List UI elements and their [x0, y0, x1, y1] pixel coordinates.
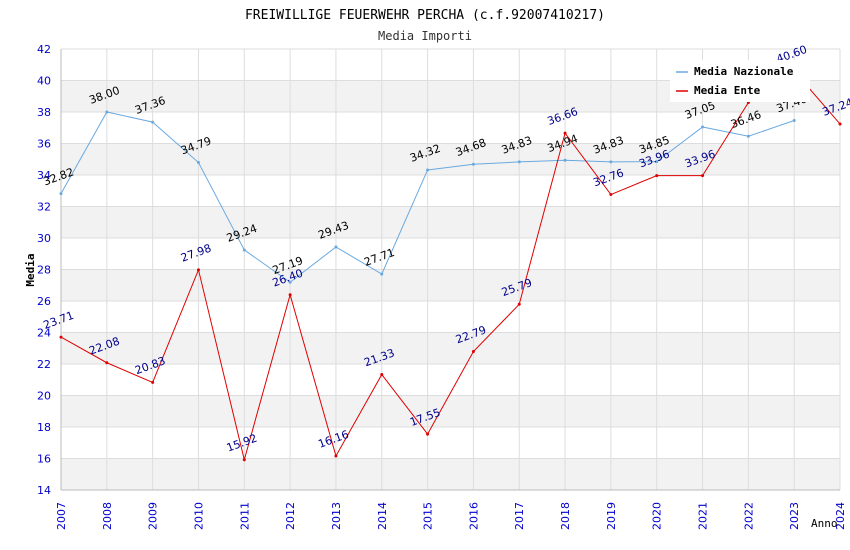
data-point: [701, 174, 705, 178]
y-tick-label: 18: [37, 421, 51, 434]
x-tick-label: 2008: [101, 502, 114, 530]
data-point: [380, 272, 384, 276]
band-30: [61, 206, 840, 238]
y-tick-label: 14: [37, 484, 51, 497]
data-point: [288, 293, 292, 297]
x-tick-label: 2012: [284, 502, 297, 530]
x-tick-label: 2010: [192, 502, 205, 530]
data-point: [838, 122, 842, 126]
data-point: [609, 160, 613, 164]
data-label: 23.71: [42, 309, 76, 332]
data-point: [792, 119, 796, 123]
data-point: [59, 335, 63, 339]
y-tick-label: 34: [37, 169, 51, 182]
data-point: [471, 350, 475, 354]
y-tick-labels: 14 16 18 20 22 24 26 28 30 32 34 36 38 40 42: [37, 43, 51, 497]
x-tick-labels: 2007 2008 2009 2010 2011 2012 2013 2014 2015 2016…: [55, 502, 847, 530]
data-point: [517, 302, 521, 306]
band-22: [61, 332, 840, 364]
data-label: 27.71: [362, 246, 396, 269]
y-tick-label: 42: [37, 43, 51, 56]
y-tick-label: 22: [37, 358, 51, 371]
data-point: [334, 454, 338, 458]
y-tick-label: 30: [37, 232, 51, 245]
data-point: [288, 280, 292, 284]
data-point: [426, 168, 430, 172]
data-point: [746, 134, 750, 138]
chart-subtitle: Media Importi: [378, 29, 472, 43]
legend-label-nazionale: Media Nazionale: [694, 65, 794, 78]
data-point: [151, 380, 155, 384]
x-tick-label: 2018: [559, 502, 572, 530]
y-tick-label: 24: [37, 327, 51, 340]
x-axis-label: Anno: [811, 517, 838, 530]
x-tick-label: 2015: [422, 502, 435, 530]
x-tick-label: 2021: [697, 502, 710, 530]
y-tick-label: 20: [37, 390, 51, 403]
data-label: 27.98: [179, 242, 213, 265]
data-point: [701, 125, 705, 129]
x-tick-label: 2017: [513, 502, 526, 530]
x-tick-label: 2019: [605, 502, 618, 530]
band-26: [61, 269, 840, 301]
band-34: [61, 143, 840, 175]
x-tick-label: 2023: [788, 502, 801, 530]
data-point: [426, 432, 430, 436]
band-18: [61, 395, 840, 427]
data-point: [105, 110, 109, 114]
data-point: [471, 162, 475, 166]
x-tick-label: 2020: [651, 502, 664, 530]
legend: Media Nazionale Media Ente: [670, 60, 810, 102]
band-14: [61, 458, 840, 490]
x-tick-label: 2016: [467, 502, 480, 530]
background-bands: [61, 80, 840, 490]
data-point: [334, 245, 338, 249]
data-point: [242, 248, 246, 252]
data-point: [655, 160, 659, 164]
data-point: [151, 120, 155, 124]
x-tick-label: 2009: [147, 502, 160, 530]
y-tick-label: 36: [37, 138, 51, 151]
x-tick-label: 2013: [330, 502, 343, 530]
legend-label-ente: Media Ente: [694, 84, 761, 97]
data-point: [105, 361, 109, 365]
y-axis-label: Media: [24, 253, 37, 286]
x-tick-label: 2022: [742, 502, 755, 530]
data-point: [196, 161, 200, 165]
y-tick-label: 40: [37, 75, 51, 88]
data-point: [242, 458, 246, 462]
chart-title: FREIWILLIGE FEUERWEHR PERCHA (c.f.920074…: [245, 8, 605, 23]
series-line-1: [60, 70, 841, 462]
y-tick-label: 28: [37, 264, 51, 277]
x-tick-label: 2024: [834, 502, 847, 530]
data-point: [380, 373, 384, 377]
legend-box: [670, 60, 810, 102]
y-tick-label: 16: [37, 453, 51, 466]
axes: [60, 49, 840, 491]
data-point: [59, 192, 63, 196]
x-tick-label: 2007: [55, 502, 68, 530]
data-point: [196, 268, 200, 272]
y-tick-label: 26: [37, 295, 51, 308]
data-point: [655, 174, 659, 178]
data-point: [563, 131, 567, 135]
x-tick-label: 2011: [238, 502, 251, 530]
data-point: [517, 160, 521, 164]
data-point: [563, 158, 567, 162]
y-tick-label: 38: [37, 106, 51, 119]
y-tick-label: 32: [37, 201, 51, 214]
x-tick-label: 2014: [376, 502, 389, 530]
data-point: [609, 193, 613, 197]
